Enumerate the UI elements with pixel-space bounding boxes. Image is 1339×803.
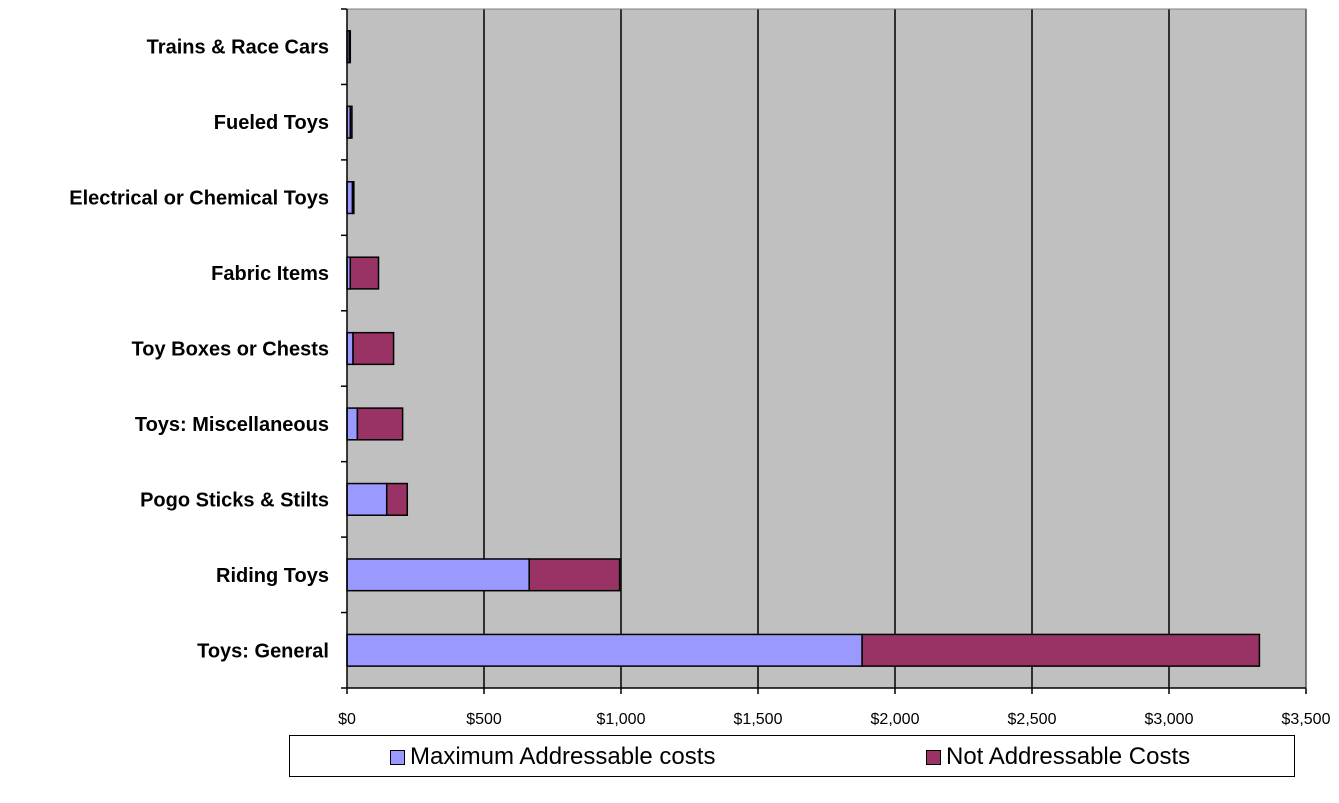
category-label: Toy Boxes or Chests <box>132 339 329 361</box>
legend-label-not-addressable: Not Addressable Costs <box>946 743 1191 770</box>
x-tick-label: $1,500 <box>734 711 783 728</box>
bar-not-addressable <box>349 105 353 139</box>
x-tick-label: $3,500 <box>1282 711 1331 728</box>
x-tick-label: $3,000 <box>1145 711 1194 728</box>
x-tick-label: $2,000 <box>871 711 920 728</box>
category-label: Fabric Items <box>211 263 329 285</box>
legend-swatch-maximum-addressable <box>390 749 405 765</box>
legend-label-maximum-addressable: Maximum Addressable costs <box>410 743 716 770</box>
bar-maximum-addressable <box>346 633 863 667</box>
bar-not-addressable <box>528 558 621 592</box>
bar-maximum-addressable <box>346 181 354 215</box>
bar-maximum-addressable <box>346 482 388 516</box>
category-label: Electrical or Chemical Toys <box>69 188 329 210</box>
category-label: Pogo Sticks & Stilts <box>140 489 329 511</box>
bar-maximum-addressable <box>346 331 354 366</box>
legend-swatch-not-addressable <box>926 749 941 765</box>
category-label: Toys: Miscellaneous <box>135 414 329 436</box>
bar-not-addressable <box>356 407 404 441</box>
bar-not-addressable <box>385 482 409 516</box>
legend: Maximum Addressable costs Not Addressabl… <box>289 735 1295 777</box>
x-tick-label: $500 <box>466 711 502 728</box>
category-label: Trains & Race Cars <box>147 37 329 59</box>
legend-item-not-addressable: Not Addressable Costs <box>926 743 1190 771</box>
x-tick-label: $1,000 <box>597 711 646 728</box>
category-label: Riding Toys <box>216 565 329 587</box>
bar-maximum-addressable <box>346 407 359 441</box>
bar-not-addressable <box>349 256 380 290</box>
category-label: Toys: General <box>197 640 329 662</box>
bar-maximum-addressable <box>346 558 530 592</box>
bar-not-addressable <box>351 181 355 215</box>
bar-not-addressable <box>352 331 395 366</box>
category-label: Fueled Toys <box>214 112 329 134</box>
x-tick-label: $2,500 <box>1008 711 1057 728</box>
bar-not-addressable <box>861 633 1261 667</box>
x-tick-label: $0 <box>338 711 356 728</box>
bar-not-addressable <box>348 30 352 64</box>
legend-item-maximum-addressable: Maximum Addressable costs <box>390 743 715 771</box>
